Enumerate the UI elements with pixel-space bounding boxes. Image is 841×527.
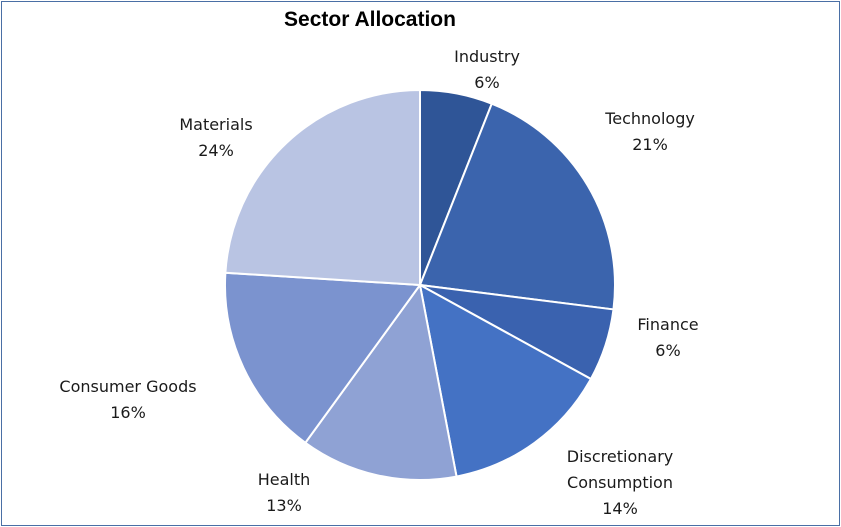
- slice-label-3: Discretionary Consumption 14%: [567, 447, 673, 518]
- slice-label-2: Finance 6%: [637, 315, 698, 360]
- slice-label-1: Technology 21%: [604, 109, 695, 154]
- pie-slice-4: [303, 282, 458, 481]
- pie-slice-6: [224, 88, 421, 287]
- slice-label-6: Materials 24%: [179, 115, 252, 160]
- slice-label-0: Industry 6%: [454, 47, 520, 92]
- pie-labels: Industry 6% Technology 21% Finance 6% Discreti…: [59, 47, 698, 518]
- pie-slice-1: [418, 102, 616, 311]
- slice-label-4: Health 13%: [258, 470, 311, 515]
- slice-label-5: Consumer Goods 16%: [59, 377, 196, 422]
- pie-slice-5: [223, 271, 422, 445]
- pie-slice-3: [418, 283, 593, 478]
- chart-title: Sector Allocation: [284, 8, 456, 31]
- pie-slices: [223, 88, 616, 481]
